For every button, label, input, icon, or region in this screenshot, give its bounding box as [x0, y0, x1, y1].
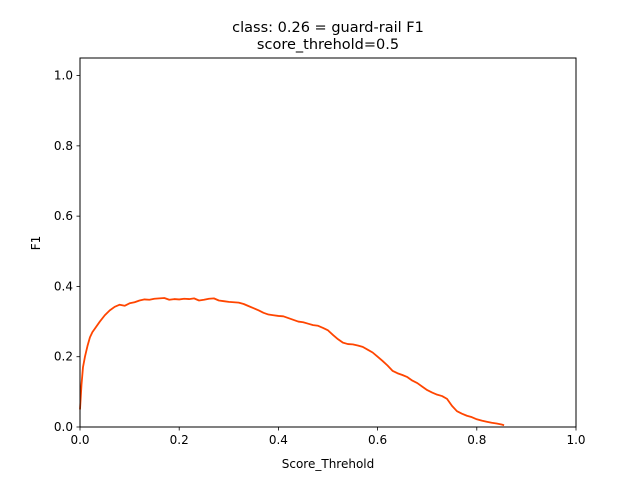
x-tick-label: 1.0: [566, 433, 585, 447]
y-tick-label: 0.4: [54, 279, 73, 293]
x-tick-label: 0.0: [70, 433, 89, 447]
y-tick-label: 0.0: [54, 420, 73, 434]
x-tick-label: 0.6: [368, 433, 387, 447]
x-tick-label: 0.8: [467, 433, 486, 447]
chart-title-line2: score_threhold=0.5: [257, 37, 399, 53]
y-tick-label: 0.2: [54, 350, 73, 364]
y-axis-label: F1: [29, 236, 43, 251]
y-tick-label: 0.8: [54, 139, 73, 153]
chart-title-line1: class: 0.26 = guard-rail F1: [232, 20, 424, 36]
y-tick-label: 1.0: [54, 69, 73, 83]
x-axis-label: Score_Threhold: [282, 457, 375, 471]
y-tick-label: 0.6: [54, 209, 73, 223]
x-tick-label: 0.2: [170, 433, 189, 447]
x-tick-label: 0.4: [269, 433, 288, 447]
